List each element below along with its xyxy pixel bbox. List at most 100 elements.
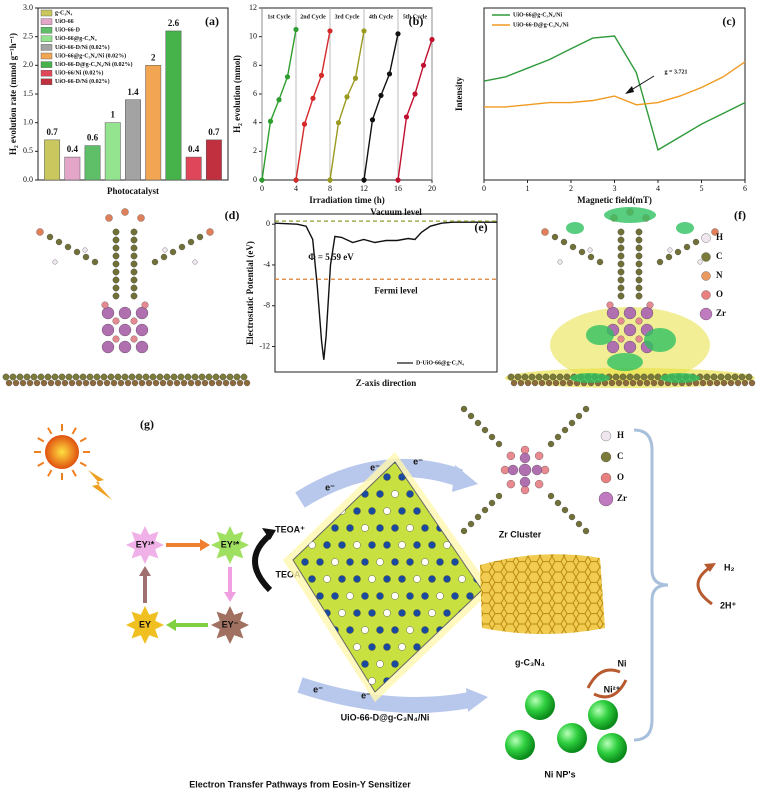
atom <box>135 340 149 354</box>
atom <box>451 558 459 566</box>
panel-label: (e) <box>474 220 487 234</box>
atom <box>308 643 316 651</box>
atom <box>101 301 109 309</box>
atom <box>201 379 209 387</box>
atom <box>75 379 83 387</box>
atom <box>105 214 113 222</box>
atom <box>130 284 138 292</box>
atom <box>458 643 466 651</box>
atom <box>68 379 76 387</box>
arrow-head <box>200 539 210 551</box>
arrow-head <box>224 592 236 602</box>
atom <box>192 259 198 265</box>
atom <box>331 524 339 532</box>
nanoparticle-label: Ni NP's <box>544 769 575 779</box>
atom <box>507 464 519 476</box>
legend-label: Zr <box>716 308 726 318</box>
marker <box>259 177 265 183</box>
atom <box>534 479 544 489</box>
atom <box>531 379 539 387</box>
atom <box>323 507 331 515</box>
atom <box>44 373 52 381</box>
atom <box>391 626 399 634</box>
atom <box>451 524 459 532</box>
atom <box>674 248 682 256</box>
lightning <box>88 470 112 500</box>
atom <box>112 335 120 343</box>
ni-particle <box>588 700 618 730</box>
atom <box>368 609 376 617</box>
state-label: EY³* <box>221 539 240 549</box>
redox-arrow <box>252 532 273 593</box>
atom <box>159 379 167 387</box>
atom <box>353 677 361 685</box>
bracket <box>633 428 669 742</box>
atom <box>376 592 384 600</box>
atom <box>130 244 138 252</box>
atom <box>177 373 185 381</box>
atom <box>436 558 444 566</box>
marker <box>276 97 282 103</box>
atom <box>640 306 654 320</box>
atom <box>413 643 421 651</box>
atom <box>560 238 568 246</box>
atom <box>331 660 339 668</box>
atom <box>73 248 81 256</box>
atom <box>149 373 157 381</box>
atom <box>121 208 129 216</box>
plot-frame <box>261 7 433 181</box>
atom <box>443 507 451 515</box>
atom <box>568 513 576 521</box>
y-tick-label: 0 <box>253 175 257 184</box>
atom <box>413 609 421 617</box>
donor: TEOA <box>275 569 301 579</box>
atom <box>391 490 399 498</box>
atom <box>308 575 316 583</box>
atom <box>656 258 664 266</box>
atom <box>458 677 466 685</box>
atom <box>466 660 474 668</box>
atom <box>141 301 149 309</box>
atom <box>191 373 199 381</box>
atom <box>443 609 451 617</box>
atom <box>514 373 522 381</box>
electron-label: e⁻ <box>370 462 380 472</box>
nickel-ion-label: Ni²⁺ <box>604 684 621 694</box>
atom <box>623 323 637 337</box>
x-axis-label: Magnetic field(mT) <box>577 195 652 205</box>
atom <box>421 524 429 532</box>
atom <box>683 243 691 251</box>
atom <box>293 462 294 464</box>
atom <box>240 373 248 381</box>
atom <box>617 292 625 300</box>
annotation: g = 3.721 <box>665 69 688 75</box>
atom <box>301 462 309 464</box>
data-label: 0.6 <box>87 133 99 143</box>
bar <box>125 99 141 181</box>
atom <box>331 592 339 600</box>
atom <box>701 290 711 300</box>
atom <box>130 268 138 276</box>
atom <box>293 643 301 651</box>
atom <box>731 373 739 381</box>
atom <box>112 244 120 252</box>
atom <box>623 306 637 320</box>
atom <box>130 292 138 300</box>
atom <box>61 379 69 387</box>
charge-density <box>586 325 614 345</box>
atom <box>608 379 616 387</box>
y-tick-label: -4 <box>263 260 270 269</box>
atom <box>118 340 132 354</box>
legend-label: UiO-66@g-C₃N₄ <box>55 36 97 42</box>
caption: Electron Transfer Pathways from Eosin-Y … <box>189 779 411 789</box>
atom <box>391 592 399 600</box>
atom <box>151 258 159 266</box>
atom <box>368 677 376 685</box>
legend-label: UiO-66/Ni (0.02%) <box>55 70 103 77</box>
atom <box>495 492 503 500</box>
atom <box>103 379 111 387</box>
atom <box>520 485 530 495</box>
atom <box>531 464 543 476</box>
material-label: UiO-66-D@g-C₃N₄/Ni <box>341 712 430 722</box>
marker <box>386 71 393 77</box>
